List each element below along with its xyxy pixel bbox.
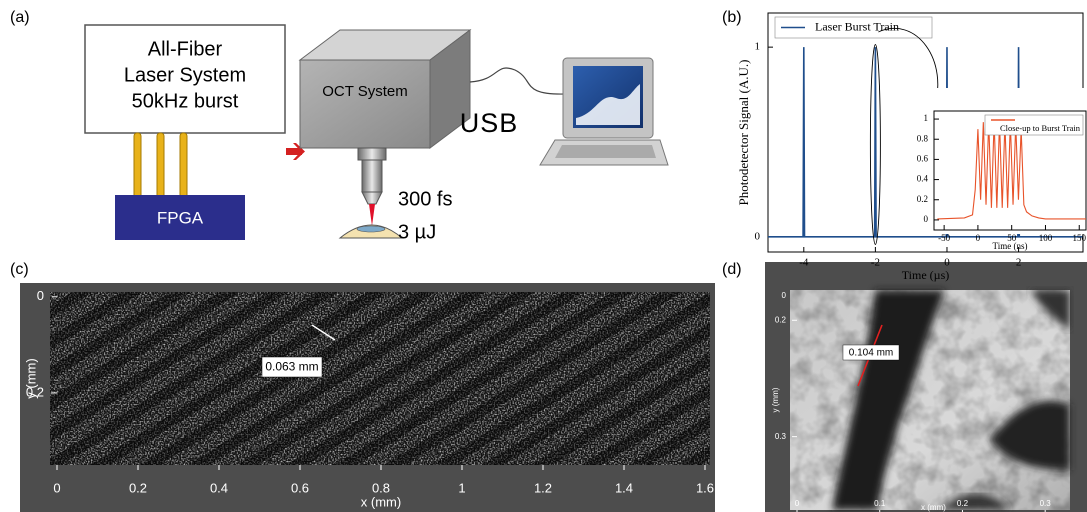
oct-text: OCT System [322,83,408,100]
x-tick-label: -4 [799,257,809,269]
y-tick-label: 0 [37,288,44,303]
x-tick-label: 0.6 [291,480,309,495]
figure: (a) All-Fiber Laser System 50kHz burst F… [0,0,1087,512]
pulse-text: 300 fs [398,188,452,210]
y-tick-label: 0 [924,214,929,224]
x-tick-label: 0.2 [957,499,969,508]
y-tick-label: 1 [924,113,929,123]
laser-text: All-Fiber [148,38,223,60]
legend-label: Close-up to Burst Train [1000,123,1081,133]
x-tick-label: -50 [938,233,950,243]
fpga-text: FPGA [157,208,204,227]
x-tick-label: 0.3 [1040,499,1052,508]
laser-text: 50kHz burst [132,90,239,112]
x-tick-label: 1 [458,480,465,495]
x-axis-label: Time (µs) [902,268,949,282]
y-tick-label: 0.2 [917,194,928,204]
x-tick-label: 0.4 [210,480,228,495]
usb-text: USB [460,108,519,138]
panel-label: (a) [10,9,30,26]
y-axis-label: Photodetector Signal (A.U.) [736,60,751,206]
inset-background [912,88,1087,234]
annotation: 0.063 mm [265,360,318,374]
x-tick-label: 100 [1039,233,1053,243]
y-tick-label: 1 [755,41,761,53]
y-tick-label: 0.4 [917,174,929,184]
y-axis-label: y (mm) [23,358,38,398]
oct-image [50,292,710,465]
laser-text: Laser System [124,64,246,86]
y-tick-label: 0 [755,230,761,242]
y-tick-label: 0.8 [917,133,929,143]
y-tick-label: 0.6 [917,153,929,163]
x-tick-label: 1.4 [615,480,633,495]
legend-label: Laser Burst Train [815,19,899,33]
x-tick-label: 0 [944,257,950,269]
x-tick-label: 0 [53,480,60,495]
x-tick-label: 2 [1016,257,1022,269]
y-tick-label: 0 [782,291,787,300]
usb-cable [470,68,565,94]
sem-image [790,290,1070,510]
x-axis-label: x (mm) [921,503,946,512]
x-tick-label: -2 [871,257,880,269]
x-axis-label: Time (ns) [993,241,1028,251]
page: (a) All-Fiber Laser System 50kHz burst F… [0,0,1087,512]
y-tick-label: 0.3 [775,432,787,441]
panel-label: (d) [722,261,742,278]
pulse-text: 3 µJ [398,221,436,243]
x-tick-label: 0 [795,499,800,508]
x-tick-label: 1.6 [696,480,714,495]
x-tick-label: 1.2 [534,480,552,495]
y-axis-label: y (mm) [771,387,780,412]
x-tick-label: 150 [1072,233,1086,243]
y-tick-label: 0.2 [775,315,787,324]
x-tick-label: 0.2 [129,480,147,495]
x-axis-label: x (mm) [361,494,401,509]
panel-label: (c) [10,261,29,278]
x-tick-label: 0.8 [372,480,390,495]
objective [340,148,402,238]
laptop [540,58,668,165]
panel-label: (b) [722,9,742,26]
panel-a: (a) All-Fiber Laser System 50kHz burst F… [10,9,668,243]
pins [134,133,187,205]
x-tick-label: 0.1 [874,499,886,508]
annotation: 0.104 mm [849,348,893,359]
x-tick-label: 0 [976,233,981,243]
